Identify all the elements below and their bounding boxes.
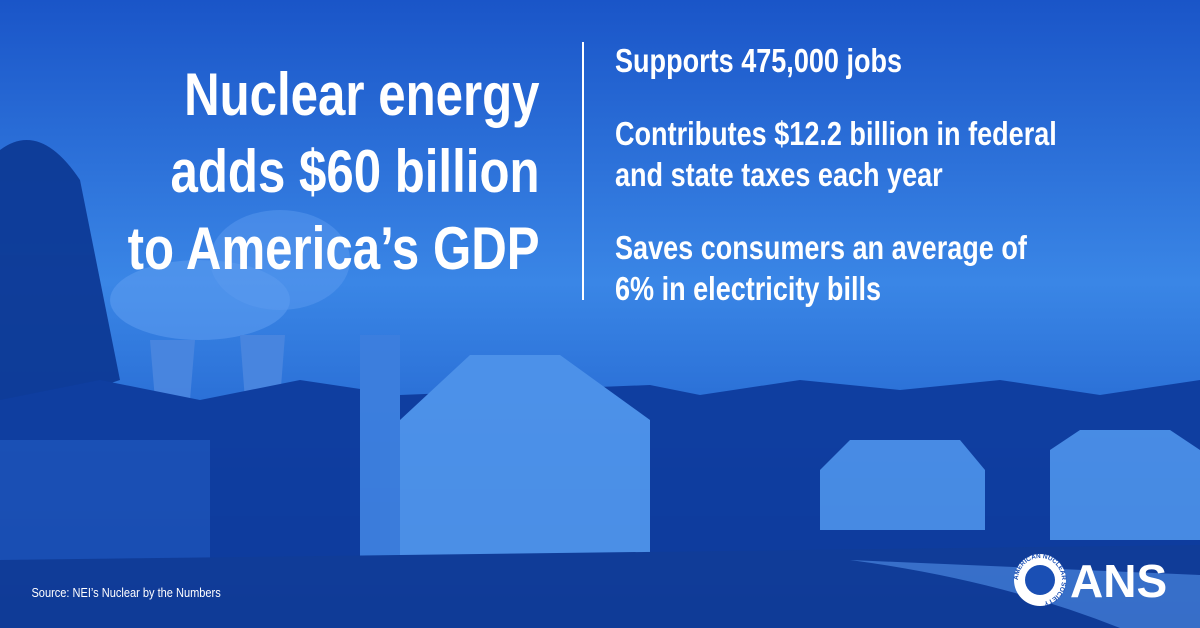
source: Source: NEI’s Nuclear by the Numbers [31,585,220,600]
logo-core [1025,565,1055,595]
headline-line: Nuclear energy [184,60,540,128]
points: Supports 475,000 jobs Contributes $12.2 … [615,44,1057,308]
point-line: 6% in electricity bills [615,272,881,308]
headline-line: to America’s GDP [128,214,540,282]
source-wrap: Source: NEI’s Nuclear by the Numbers [31,585,220,600]
headline: Nuclear energy adds $60 billion to Ameri… [128,60,540,282]
point-line: Supports 475,000 jobs [615,44,902,80]
logo-name: ANS [1070,555,1167,607]
headline-line: adds $60 billion [171,137,540,205]
point-line: Contributes $12.2 billion in federal [615,117,1057,153]
logo: AMERICAN NUCLEAR SOCIETY ANS [1013,553,1167,607]
point-line: Saves consumers an average of [615,231,1028,267]
point-line: and state taxes each year [615,158,943,194]
